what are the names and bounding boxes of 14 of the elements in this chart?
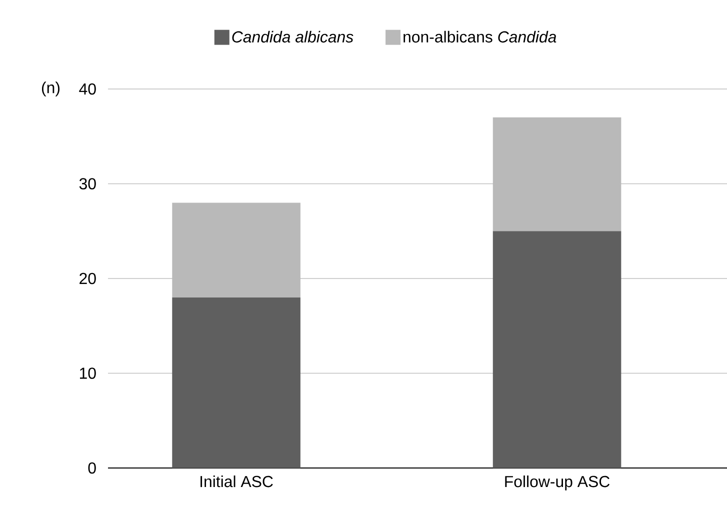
legend-label: Candida albicans [232, 30, 354, 43]
y-tick-label: 0 [88, 462, 96, 474]
y-tick-label: 40 [79, 83, 96, 95]
bar [492, 231, 622, 468]
bar [172, 202, 300, 298]
y-tick-label: 10 [80, 368, 96, 379]
y-tick-label: 20 [80, 272, 96, 284]
bar [492, 117, 622, 232]
bar [172, 297, 300, 468]
y-tick-label: 30 [79, 178, 96, 190]
legend-label: non-albicans Candida [404, 30, 556, 43]
x-tick-label: Follow-up ASC [505, 476, 610, 490]
y-axis-title: (n) [42, 82, 60, 96]
x-tick-label: Initial ASC [200, 476, 273, 488]
